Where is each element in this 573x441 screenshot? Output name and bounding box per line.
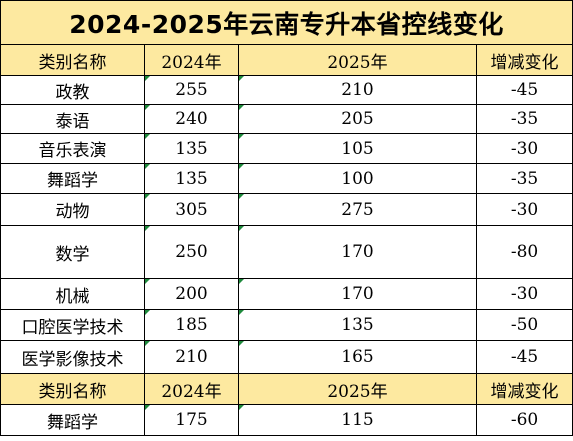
table-title: 2024-2025年云南专升本省控线变化 (0, 0, 573, 45)
header-2025[interactable]: 2025年 (238, 373, 477, 405)
score-2024-cell[interactable]: 210 (144, 340, 239, 374)
change-cell[interactable]: -60 (475, 404, 573, 436)
score-2025-cell[interactable]: 210 (238, 75, 477, 105)
category-cell[interactable]: 口腔医学技术 (0, 309, 145, 341)
change-cell[interactable]: -30 (475, 278, 573, 310)
score-2025-cell[interactable]: 170 (238, 225, 477, 279)
score-2025-cell[interactable]: 205 (238, 104, 477, 134)
score-2024-cell[interactable]: 250 (144, 225, 239, 279)
category-cell[interactable]: 政教 (0, 75, 145, 105)
table-row: 政教 255 210 -45 (0, 75, 573, 105)
score-2024-cell[interactable]: 135 (144, 133, 239, 164)
change-cell[interactable]: -35 (475, 163, 573, 194)
header-category[interactable]: 类别名称 (0, 44, 145, 76)
score-2025-cell[interactable]: 165 (238, 340, 477, 374)
change-cell[interactable]: -35 (475, 104, 573, 134)
score-2025-cell[interactable]: 275 (238, 193, 477, 226)
header-2024[interactable]: 2024年 (144, 373, 239, 405)
header-change[interactable]: 增减变化 (475, 373, 573, 405)
category-cell[interactable]: 动物 (0, 193, 145, 226)
table-row: 机械 200 170 -30 (0, 278, 573, 310)
table-row: 舞蹈学 175 115 -60 (0, 404, 573, 436)
header-2024[interactable]: 2024年 (144, 44, 239, 76)
category-cell[interactable]: 舞蹈学 (0, 404, 145, 436)
table-row: 动物 305 275 -30 (0, 193, 573, 226)
table-row: 数学 250 170 -80 (0, 225, 573, 279)
header-change[interactable]: 增减变化 (475, 44, 573, 76)
change-cell[interactable]: -30 (475, 193, 573, 226)
header-row: 类别名称 2024年 2025年 增减变化 (0, 44, 573, 76)
category-cell[interactable]: 舞蹈学 (0, 163, 145, 194)
score-2024-cell[interactable]: 255 (144, 75, 239, 105)
change-cell[interactable]: -30 (475, 133, 573, 164)
header-2025[interactable]: 2025年 (238, 44, 477, 76)
category-cell[interactable]: 机械 (0, 278, 145, 310)
score-2024-cell[interactable]: 200 (144, 278, 239, 310)
score-2024-cell[interactable]: 305 (144, 193, 239, 226)
score-2024-cell[interactable]: 135 (144, 163, 239, 194)
table-row: 泰语 240 205 -35 (0, 104, 573, 134)
score-2025-cell[interactable]: 135 (238, 309, 477, 341)
header-row-2: 类别名称 2024年 2025年 增减变化 (0, 373, 573, 405)
score-2025-cell[interactable]: 100 (238, 163, 477, 194)
table-row: 音乐表演 135 105 -30 (0, 133, 573, 164)
table-row: 医学影像技术 210 165 -45 (0, 340, 573, 374)
change-cell[interactable]: -50 (475, 309, 573, 341)
header-category[interactable]: 类别名称 (0, 373, 145, 405)
score-2025-cell[interactable]: 170 (238, 278, 477, 310)
category-cell[interactable]: 医学影像技术 (0, 340, 145, 374)
table-row: 舞蹈学 135 100 -35 (0, 163, 573, 194)
score-2025-cell[interactable]: 105 (238, 133, 477, 164)
category-cell[interactable]: 泰语 (0, 104, 145, 134)
category-cell[interactable]: 音乐表演 (0, 133, 145, 164)
score-2024-cell[interactable]: 240 (144, 104, 239, 134)
change-cell[interactable]: -80 (475, 225, 573, 279)
change-cell[interactable]: -45 (475, 75, 573, 105)
table-row: 口腔医学技术 185 135 -50 (0, 309, 573, 341)
score-2025-cell[interactable]: 115 (238, 404, 477, 436)
score-2024-cell[interactable]: 185 (144, 309, 239, 341)
change-cell[interactable]: -45 (475, 340, 573, 374)
category-cell[interactable]: 数学 (0, 225, 145, 279)
score-2024-cell[interactable]: 175 (144, 404, 239, 436)
